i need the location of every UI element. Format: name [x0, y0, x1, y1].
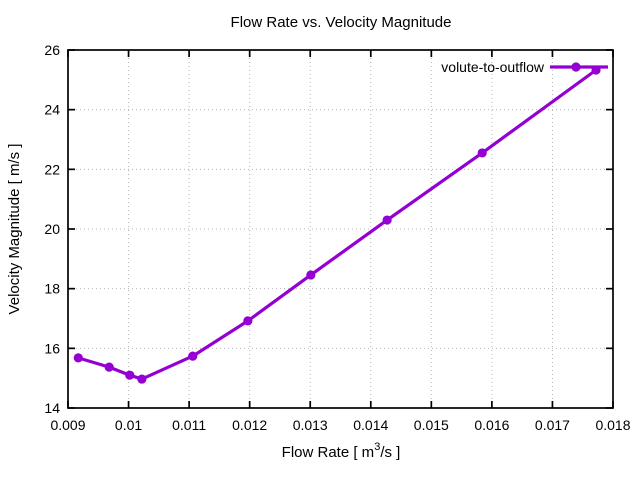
x-axis-label-post: /s ]: [380, 444, 400, 461]
data-line: [76, 68, 598, 381]
y-tick-label: 16: [44, 340, 60, 356]
x-tick-label: 0.01: [115, 417, 142, 433]
legend-marker-sample: [571, 62, 581, 72]
y-tick-label: 24: [44, 102, 60, 118]
data-point: [382, 215, 392, 225]
data-point: [243, 316, 253, 326]
data-point: [73, 353, 83, 363]
plot-layers: 0.009 0.01 0.011 0.012 0.013 0.014 0.015 0.016 0…: [44, 42, 630, 433]
data-point: [477, 148, 487, 158]
x-axis-label-superscript: 3: [374, 441, 380, 453]
data-point: [188, 351, 198, 361]
x-axis-label: Flow Rate [ m3/s ]: [282, 441, 401, 461]
chart-title: Flow Rate vs. Velocity Magnitude: [231, 14, 452, 31]
x-tick-label: 0.009: [50, 417, 85, 433]
data-point: [306, 270, 316, 280]
x-tick-label: 0.018: [595, 417, 630, 433]
x-tick-label: 0.016: [474, 417, 509, 433]
legend-label: volute-to-outflow: [441, 59, 545, 75]
y-tick-label: 18: [44, 281, 60, 297]
x-tick-label: 0.011: [172, 417, 206, 433]
y-axis-label: Velocity Magnitude [ m/s ]: [6, 144, 23, 315]
x-tick-label: 0.017: [535, 417, 570, 433]
x-tick-label: 0.014: [353, 417, 388, 433]
x-axis-label-pre: Flow Rate [ m: [282, 444, 375, 461]
x-tick-label: 0.013: [293, 417, 328, 433]
y-tick-label: 14: [44, 400, 60, 416]
y-tick-label: 26: [44, 42, 60, 58]
data-point: [137, 374, 147, 384]
x-tick-label: 0.015: [414, 417, 449, 433]
x-tick-label: 0.012: [232, 417, 267, 433]
data-point: [104, 362, 114, 372]
data-point: [125, 370, 135, 380]
y-tick-label: 22: [44, 161, 60, 177]
y-tick-label: 20: [44, 221, 60, 237]
